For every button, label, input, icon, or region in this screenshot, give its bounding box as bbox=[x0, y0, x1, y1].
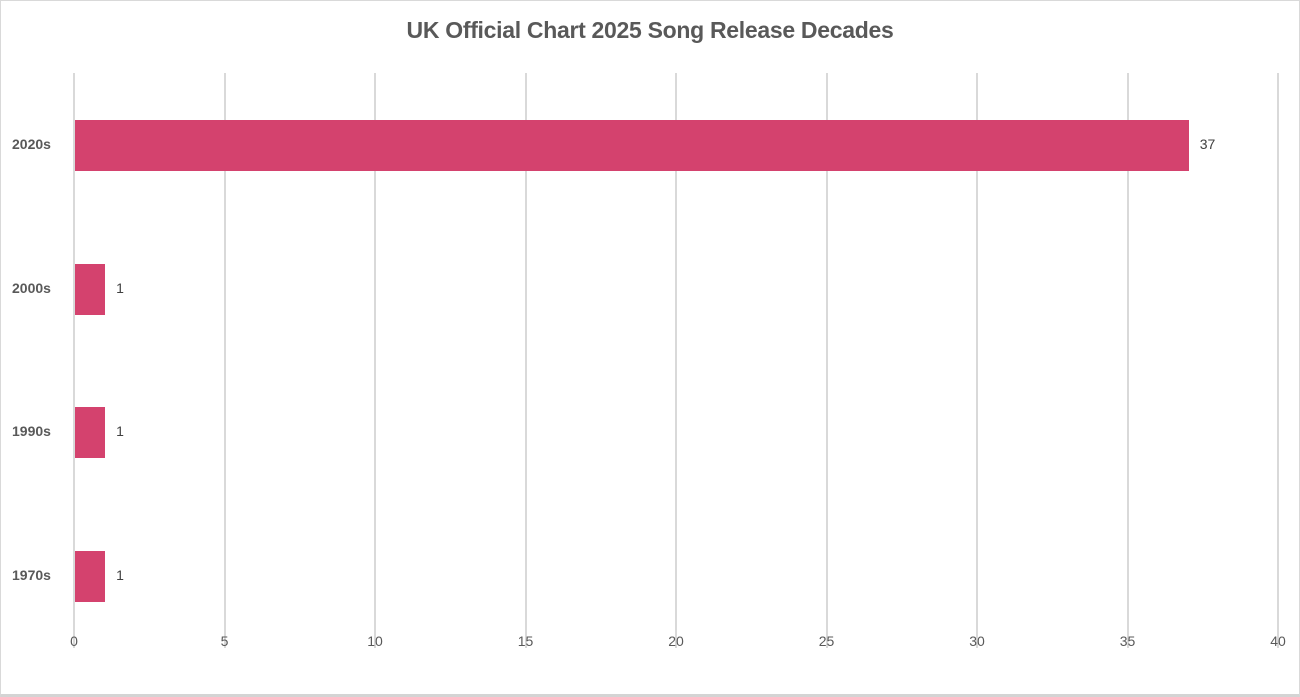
gridline bbox=[675, 73, 677, 648]
x-tick-label: 20 bbox=[668, 633, 684, 649]
gridline bbox=[73, 73, 75, 648]
gridline bbox=[1277, 73, 1279, 648]
y-category-label: 2000s bbox=[12, 279, 51, 296]
gridline bbox=[524, 73, 527, 648]
x-tick-label: 0 bbox=[70, 633, 78, 649]
gridline bbox=[1126, 73, 1129, 648]
chart-title: UK Official Chart 2025 Song Release Deca… bbox=[406, 17, 894, 43]
gridline bbox=[976, 73, 978, 648]
x-tick-label: 10 bbox=[367, 633, 383, 649]
y-category-label: 2020s bbox=[12, 135, 51, 152]
data-label: 37 bbox=[1199, 135, 1216, 152]
bar-2020s bbox=[75, 119, 1189, 171]
data-label: 1 bbox=[116, 423, 124, 440]
y-category-label: 1970s bbox=[12, 567, 51, 584]
gridline bbox=[374, 73, 376, 648]
x-tick-label: 40 bbox=[1270, 633, 1286, 649]
bar-1970s bbox=[75, 551, 106, 603]
x-tick-label: 35 bbox=[1119, 633, 1136, 649]
gridline bbox=[223, 73, 226, 648]
y-category-label: 1990s bbox=[12, 423, 51, 440]
data-label: 1 bbox=[116, 567, 124, 584]
x-tick-label: 25 bbox=[818, 633, 835, 649]
x-tick-label: 15 bbox=[517, 633, 534, 649]
gridline bbox=[825, 73, 828, 648]
bar-2000s bbox=[75, 263, 106, 315]
x-tick-label: 5 bbox=[220, 633, 229, 649]
data-label: 1 bbox=[116, 279, 124, 296]
bar-1990s bbox=[75, 407, 106, 459]
x-tick-label: 30 bbox=[969, 633, 985, 649]
